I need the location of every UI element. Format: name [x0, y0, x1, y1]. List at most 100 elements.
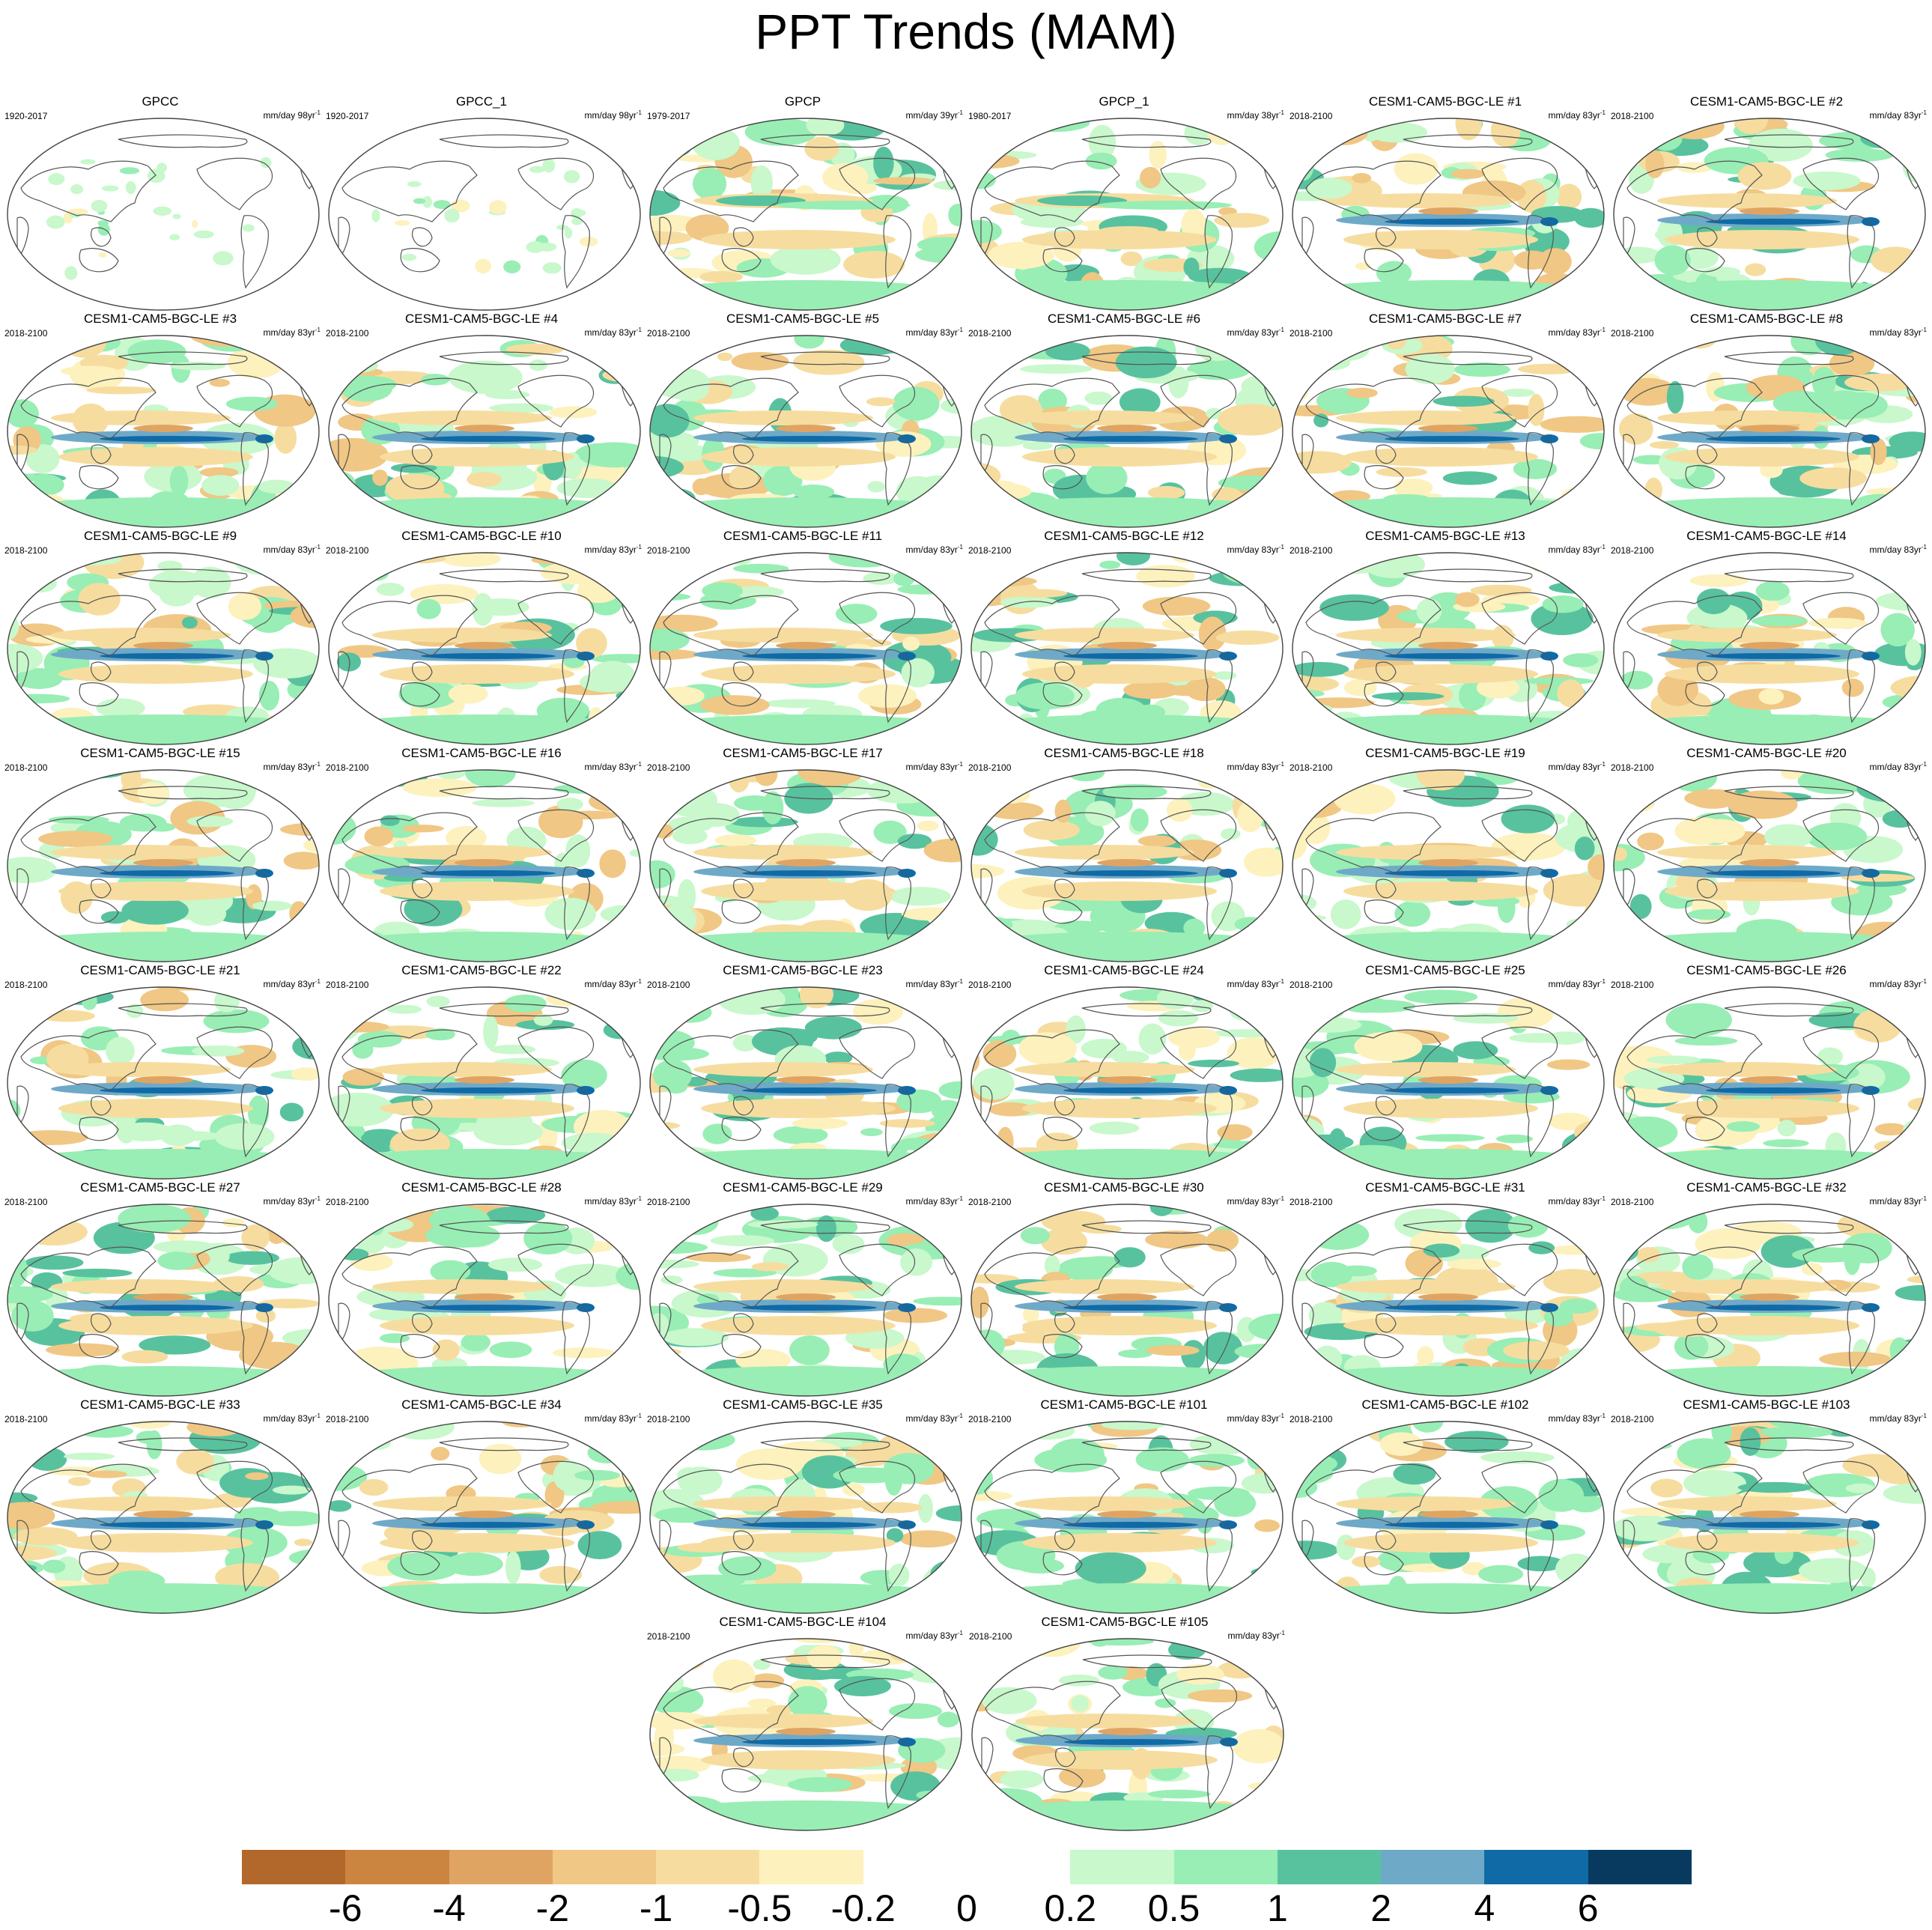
trend-patch: [1902, 150, 1925, 183]
trend-patch: [873, 177, 934, 185]
trend-patch: [654, 1814, 674, 1830]
coastline: [1081, 1437, 1212, 1451]
trend-patch: [1023, 1639, 1081, 1657]
subtropical-dry-band: [51, 1496, 231, 1511]
coastline: [1847, 1518, 1875, 1592]
trend-patch: [1763, 1139, 1809, 1147]
coastline: [118, 786, 248, 800]
trend-patch: [267, 1600, 319, 1613]
trend-patch: [1059, 1764, 1106, 1788]
colorbar-box: [1484, 1850, 1589, 1884]
trend-patch: [222, 553, 261, 565]
coastline: [1081, 351, 1212, 365]
trend-patch: [1306, 356, 1350, 371]
world-map: [1613, 769, 1926, 962]
coastline: [1305, 1029, 1442, 1091]
trend-patch: [1292, 1595, 1315, 1613]
trend-patch: [1683, 1469, 1746, 1497]
panel-units-text: mm/day 83yr: [263, 1196, 315, 1207]
trend-patch: [359, 1216, 414, 1233]
panel-units-exponent: -1: [1278, 978, 1284, 985]
subtropical-dry-band: [1336, 193, 1516, 208]
panel-title: CESM1-CAM5-BGC-LE #21: [80, 963, 240, 977]
southern-ocean-band: [7, 1583, 319, 1613]
trend-patch: [401, 253, 417, 261]
trend-patch: [1650, 1478, 1683, 1498]
southern-dry-band: [1022, 1316, 1217, 1335]
trend-patch: [1312, 1345, 1343, 1374]
trend-patch: [1543, 1269, 1603, 1295]
trend-patch: [696, 1293, 720, 1305]
coastline: [1081, 1003, 1212, 1017]
equatorial-core: [1385, 219, 1519, 225]
coastline: [299, 157, 317, 189]
trend-patch: [1242, 558, 1278, 582]
coastline: [760, 1654, 890, 1669]
coastline: [721, 1551, 762, 1576]
trend-patch: [488, 200, 507, 214]
trend-patch: [1255, 1219, 1283, 1233]
trend-patch: [971, 915, 1013, 935]
trend-patch: [1229, 998, 1259, 1021]
panel-period: 2018-2100: [326, 328, 369, 339]
trend-patch: [750, 1206, 780, 1221]
equatorial-core: [1063, 870, 1198, 876]
coastline: [1364, 1551, 1404, 1576]
subtropical-dry-band: [1336, 1062, 1516, 1077]
trend-patch: [553, 1460, 583, 1492]
trend-patch: [1294, 1603, 1367, 1613]
map-border: [649, 986, 962, 1180]
coastline: [1626, 1246, 1763, 1308]
map-border: [1292, 1204, 1605, 1397]
trend-patch: [1689, 574, 1749, 587]
trend-patch: [1292, 676, 1340, 693]
coastline: [620, 1026, 638, 1058]
trend-patch: [157, 1251, 197, 1270]
dry-anomaly: [1740, 859, 1799, 867]
map-panel: CESM1-CAM5-BGC-LE #7 2018-2100 mm/day 83yr…: [1285, 312, 1606, 529]
trend-patch: [560, 810, 620, 820]
trend-patch: [7, 1502, 55, 1530]
panel-period: 2018-2100: [968, 1414, 1012, 1424]
map-border: [328, 769, 641, 962]
trend-patch: [770, 244, 841, 275]
trend-patch: [662, 903, 696, 937]
trend-patch: [1293, 147, 1314, 181]
equatorial-core: [1385, 1087, 1519, 1093]
trend-patch: [147, 169, 165, 183]
coastline: [341, 160, 478, 222]
trend-patch: [692, 127, 741, 160]
panel-period: 2018-2100: [4, 545, 48, 556]
world-map: [649, 335, 962, 528]
coastline: [984, 377, 1120, 440]
map-border: [970, 986, 1284, 1180]
trend-patch: [1116, 553, 1150, 565]
panel-period: 2018-2100: [1611, 545, 1654, 556]
map-panel: CESM1-CAM5-BGC-LE #104 2018-2100 mm/day 83…: [643, 1615, 963, 1832]
coastline: [1043, 1768, 1084, 1793]
coastline: [839, 1026, 916, 1079]
trend-patch: [1066, 1015, 1086, 1044]
coastline: [1724, 1003, 1854, 1017]
coastline: [1685, 1117, 1725, 1141]
coastline: [1376, 227, 1397, 247]
dry-anomaly: [1740, 1511, 1799, 1518]
panel-title: CESM1-CAM5-BGC-LE #17: [723, 746, 883, 760]
southern-dry-band: [1343, 230, 1538, 249]
subtropical-dry-band: [1015, 1279, 1194, 1294]
trend-patch: [116, 1122, 174, 1141]
map-panel: CESM1-CAM5-BGC-LE #4 2018-2100 mm/day 83yr…: [321, 312, 642, 529]
colorbar-tick-label: -0.2: [830, 1887, 896, 1929]
trend-patch: [1588, 1559, 1604, 1571]
map-panel: CESM1-CAM5-BGC-LE #101 2018-2100 mm/day 83…: [964, 1398, 1284, 1615]
dry-anomaly: [776, 642, 836, 649]
trend-patch: [213, 251, 234, 266]
trend-patch: [750, 1673, 785, 1689]
trend-patch: [833, 1467, 905, 1484]
panel-units-text: mm/day 83yr: [584, 762, 637, 772]
trend-patch: [1561, 487, 1598, 507]
trend-patch: [650, 431, 699, 452]
trend-patch: [153, 206, 172, 216]
coastline: [663, 160, 799, 222]
map-border: [649, 1204, 962, 1397]
